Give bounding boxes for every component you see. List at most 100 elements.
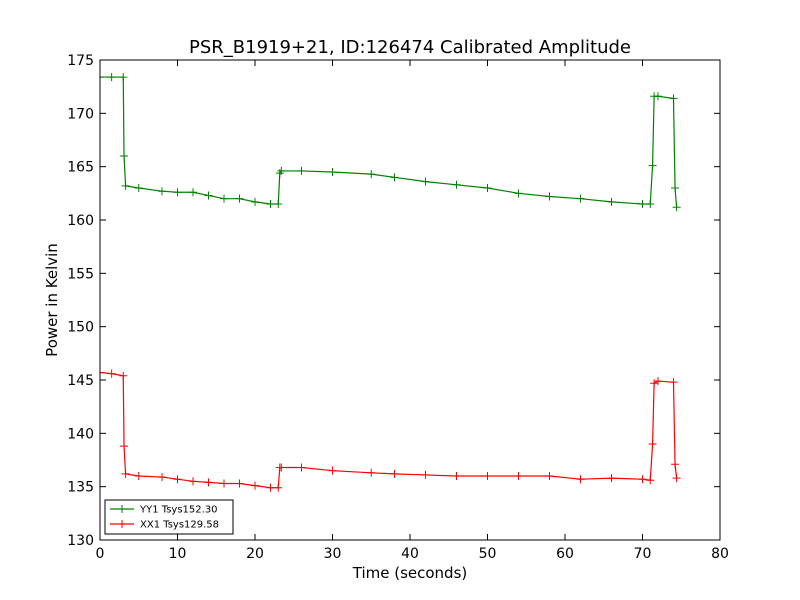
- series-1-point: [646, 200, 655, 208]
- series-1-point: [158, 187, 166, 196]
- series-2-point: [390, 469, 399, 478]
- series-2-point: [514, 472, 523, 480]
- chart-title: PSR_B1919+21, ID:126474 Calibrated Ampli…: [189, 37, 631, 58]
- plot-area: 0 10 20 30 40 50 60 70 80 130 135 140 145 150 155 160 16…: [67, 53, 729, 562]
- series-2-point: [328, 466, 337, 475]
- series-2-point: [638, 475, 647, 484]
- y-tick-label: 155: [67, 266, 94, 282]
- series-1-point: [266, 200, 275, 208]
- series-2-point: [235, 479, 244, 488]
- series-2-point: [452, 472, 461, 480]
- y-tick-label: 160: [67, 213, 94, 229]
- series-2-point: [134, 472, 143, 480]
- legend-label: XX1 Tsys129.58: [140, 520, 219, 531]
- series-2-point: [277, 463, 286, 472]
- series-2-point: [107, 369, 116, 378]
- series-1-point: [173, 188, 182, 197]
- y-axis-label: Power in Kelvin: [43, 243, 61, 357]
- series-1-point: [648, 161, 657, 170]
- series-1-point: [189, 188, 197, 197]
- series-1-point: [251, 197, 259, 206]
- x-tick-label: 0: [96, 546, 105, 562]
- y-tick-label: 145: [67, 373, 94, 389]
- series-1-point: [514, 189, 523, 198]
- series-1-point: [275, 169, 284, 178]
- series-2-point: [100, 368, 104, 377]
- series-1-point: [134, 184, 143, 192]
- series-1-point: [121, 181, 130, 190]
- series-1-point: [204, 191, 213, 200]
- series-1-point: [576, 194, 585, 203]
- series-1-point: [654, 92, 662, 101]
- series-2-point: [119, 371, 128, 380]
- y-tick-label: 170: [67, 106, 94, 122]
- series-2-point: [189, 477, 197, 486]
- series-2-point: [672, 474, 681, 483]
- legend-marker: [118, 505, 126, 513]
- series-2-point: [120, 442, 129, 451]
- x-tick-label: 80: [711, 546, 729, 562]
- x-tick-label: 70: [634, 546, 652, 562]
- x-tick-label: 40: [401, 546, 419, 562]
- series-1-point: [607, 197, 616, 206]
- series-2-point: [158, 473, 166, 482]
- series-2-point: [669, 378, 678, 387]
- y-tick-label: 140: [67, 426, 94, 442]
- series-2-point: [483, 472, 492, 480]
- series-2-point: [251, 481, 259, 490]
- series-2-point: [266, 483, 275, 492]
- series-2-point: [173, 475, 182, 484]
- series-2-point: [576, 475, 585, 484]
- series-2-point: [297, 463, 306, 472]
- series-1-point: [483, 184, 492, 192]
- series-2-point: [121, 469, 130, 478]
- legend-label: YY1 Tsys152.30: [139, 505, 218, 516]
- x-tick-label: 50: [479, 546, 497, 562]
- series-2-point: [421, 470, 430, 479]
- series-2-point: [607, 474, 616, 483]
- series-1-point: [672, 203, 681, 212]
- series-2-point: [545, 472, 554, 480]
- x-tick-label: 60: [556, 546, 574, 562]
- series-1-point: [120, 152, 129, 160]
- y-tick-label: 130: [67, 533, 94, 549]
- series-1-point: [421, 177, 430, 186]
- y-tick-label: 150: [67, 320, 94, 336]
- series-1-point: [107, 73, 116, 82]
- series-1-point: [235, 194, 244, 203]
- series-2-point: [274, 483, 283, 492]
- series-1-line: [100, 76, 678, 208]
- series-2-point: [671, 460, 680, 469]
- legend: YY1 Tsys152.30 XX1 Tsys129.58: [104, 499, 234, 535]
- series-1-point: [671, 184, 680, 192]
- y-tick-label: 135: [67, 480, 94, 496]
- series-1-point: [277, 166, 286, 175]
- series-1-point: [638, 200, 647, 208]
- series-1-point: [274, 200, 283, 208]
- series-2-point: [367, 468, 376, 477]
- y-tick-label: 175: [67, 53, 94, 69]
- series-1-point: [119, 73, 128, 82]
- series-1-point: [367, 170, 376, 179]
- series-2-point: [650, 379, 659, 388]
- series-2-point: [648, 440, 657, 448]
- legend-box: [104, 499, 234, 535]
- legend-marker: [118, 520, 126, 528]
- series-2-point: [204, 478, 213, 487]
- series-1-point: [328, 168, 337, 176]
- y-tick-label: 165: [67, 160, 94, 176]
- series-2-point: [646, 476, 655, 485]
- series-1-point: [297, 166, 306, 175]
- series-1-point: [100, 73, 104, 82]
- series-2: [100, 368, 681, 492]
- series-1-point: [390, 173, 399, 182]
- series-1: [100, 73, 681, 212]
- series-1-point: [220, 194, 228, 203]
- series-2-point: [654, 377, 662, 386]
- series-1-point: [669, 94, 678, 103]
- x-tick-label: 20: [246, 546, 264, 562]
- series-2-point: [220, 479, 228, 488]
- x-tick-label: 10: [169, 546, 187, 562]
- x-tick-label: 30: [324, 546, 342, 562]
